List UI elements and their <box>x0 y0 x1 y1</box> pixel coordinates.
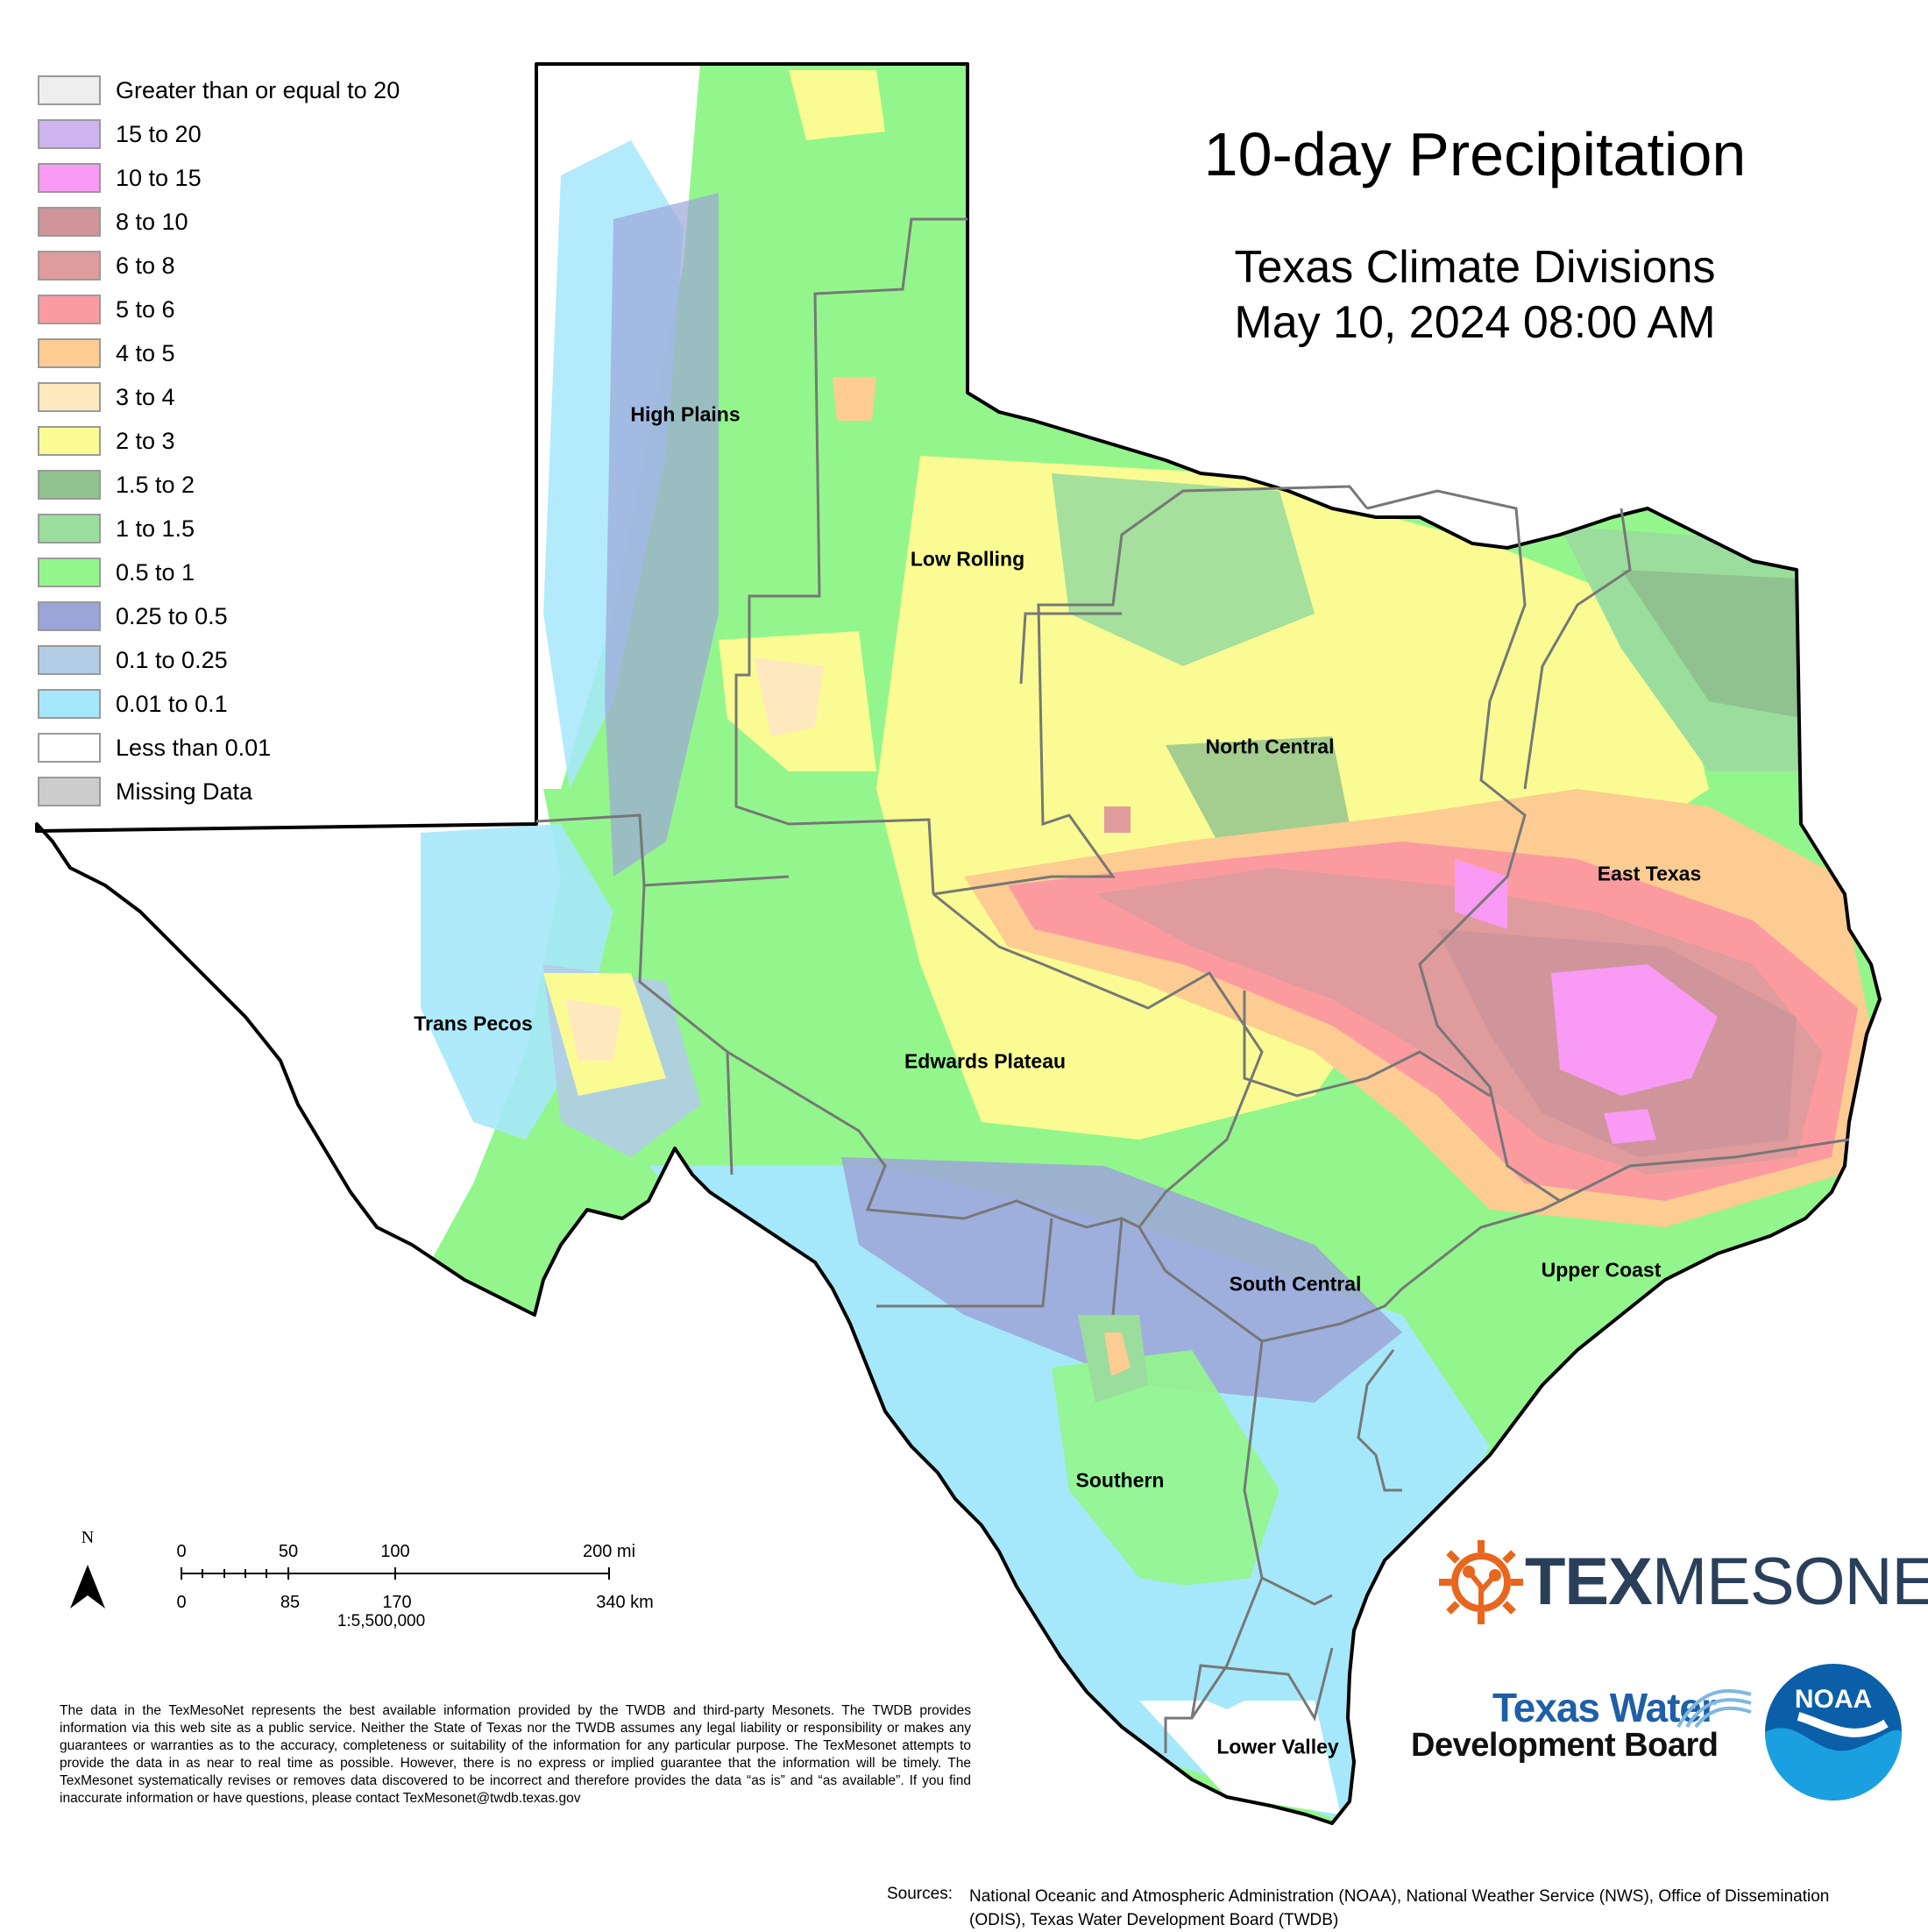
texmesonet-wordmark-a: TEX <box>1525 1545 1653 1619</box>
region-label-upper-coast: Upper Coast <box>1541 1258 1662 1282</box>
scale-mi-200: 200 mi <box>582 1542 636 1561</box>
legend-label: Greater than or equal to 20 <box>116 76 400 103</box>
region-label-lower-valley: Lower Valley <box>1216 1735 1339 1758</box>
legend-swatch <box>38 295 101 324</box>
legend-label: 2 to 3 <box>116 427 175 454</box>
water-wave-icon <box>1676 1688 1752 1729</box>
legend-item: 1.5 to 2 <box>38 469 195 501</box>
legend-item: Missing Data <box>38 776 252 807</box>
legend-label: 1 to 1.5 <box>116 515 195 542</box>
legend-swatch <box>38 382 101 412</box>
scale-km-170: 170 <box>382 1593 412 1612</box>
legend-label: 0.1 to 0.25 <box>116 646 228 673</box>
legend-item: 0.5 to 1 <box>38 557 195 588</box>
legend-swatch <box>38 470 101 500</box>
legend-item: 6 to 8 <box>38 250 175 281</box>
sources-label: Sources: <box>887 1885 953 1903</box>
legend-swatch <box>38 426 101 456</box>
legend-swatch <box>38 558 101 587</box>
legend-swatch <box>38 163 101 193</box>
map-title: 10-day Precipitation <box>1203 120 1747 188</box>
legend-item: 2 to 3 <box>38 425 175 457</box>
scale-mi-100: 100 <box>380 1542 410 1561</box>
scale-km-340: 340 km <box>596 1593 654 1612</box>
legend-item: 3 to 4 <box>38 381 175 413</box>
scale-km-0: 0 <box>176 1593 187 1612</box>
legend-swatch <box>38 119 101 149</box>
legend-label: Less than 0.01 <box>116 734 272 761</box>
north-arrow-icon <box>70 1565 105 1609</box>
noaa-logo: NOAA <box>1765 1664 1902 1801</box>
legend-item: Greater than or equal to 20 <box>38 75 400 106</box>
scale-bar <box>181 1567 610 1580</box>
legend-swatch <box>38 689 101 719</box>
legend-item: 15 to 20 <box>38 118 202 150</box>
legend-item: 0.25 to 0.5 <box>38 600 228 632</box>
twdb-logo-line1: Texas Water <box>1492 1685 1717 1730</box>
scale-ratio: 1:5,500,000 <box>337 1612 426 1630</box>
legend-label: 3 to 4 <box>116 383 175 410</box>
map-subtitle-date: May 10, 2024 08:00 AM <box>1234 297 1716 348</box>
legend-label: Missing Data <box>116 778 253 805</box>
legend-swatch <box>38 251 101 281</box>
disclaimer-text: The data in the TexMesoNet represents th… <box>60 1703 971 1806</box>
legend-swatch <box>38 777 101 806</box>
legend-label: 6 to 8 <box>116 252 175 279</box>
texmesonet-sun-icon <box>1439 1540 1523 1624</box>
legend-swatch <box>38 514 101 543</box>
legend-label: 4 to 5 <box>116 339 175 366</box>
scale-mi-0: 0 <box>176 1542 187 1561</box>
twdb-logo-line2: Development Board <box>1411 1727 1719 1764</box>
legend-label: 8 to 10 <box>116 208 188 235</box>
region-label-south-central: South Central <box>1229 1272 1362 1296</box>
legend-swatch <box>38 338 101 368</box>
scale-mi-50: 50 <box>278 1542 299 1561</box>
legend-item: 4 to 5 <box>38 337 175 369</box>
legend-item: 1 to 1.5 <box>38 513 195 544</box>
region-label-edwards-plateau: Edwards Plateau <box>904 1049 1067 1073</box>
legend-label: 1.5 to 2 <box>116 471 195 498</box>
legend-label: 0.5 to 1 <box>116 558 195 586</box>
region-label-trans-pecos: Trans Pecos <box>414 1012 533 1035</box>
region-label-north-central: North Central <box>1205 735 1335 758</box>
sources-text: National Oceanic and Atmospheric Adminis… <box>969 1887 1830 1929</box>
region-label-low-rolling: Low Rolling <box>910 547 1025 571</box>
legend-label: 10 to 15 <box>116 164 202 191</box>
legend-swatch <box>38 207 101 237</box>
region-label-high-plains: High Plains <box>630 402 741 426</box>
scale-km-85: 85 <box>280 1593 301 1612</box>
legend-item: Less than 0.01 <box>38 732 271 764</box>
legend-label: 0.25 to 0.5 <box>116 602 228 629</box>
legend-item: 5 to 6 <box>38 294 175 325</box>
legend-item: 0.1 to 0.25 <box>38 644 228 676</box>
legend-label: 15 to 20 <box>116 120 202 147</box>
division-borders <box>535 217 1850 1753</box>
map-subtitle-division: Texas Climate Divisions <box>1234 242 1716 293</box>
region-label-east-texas: East Texas <box>1597 862 1702 885</box>
north-label: N <box>81 1528 95 1547</box>
noaa-logo-text: NOAA <box>1795 1685 1872 1714</box>
legend-item: 10 to 15 <box>38 162 202 194</box>
legend-item: 8 to 10 <box>38 206 188 238</box>
legend-item: 0.01 to 0.1 <box>38 688 228 720</box>
legend-swatch <box>38 75 101 105</box>
twdb-logo: Texas Water Development Board <box>1411 1687 1761 1765</box>
region-label-southern: Southern <box>1075 1468 1165 1492</box>
legend-label: 0.01 to 0.1 <box>116 690 228 717</box>
legend-swatch <box>38 601 101 631</box>
legend-swatch <box>38 733 101 763</box>
legend-swatch <box>38 645 101 675</box>
legend-label: 5 to 6 <box>116 295 175 323</box>
